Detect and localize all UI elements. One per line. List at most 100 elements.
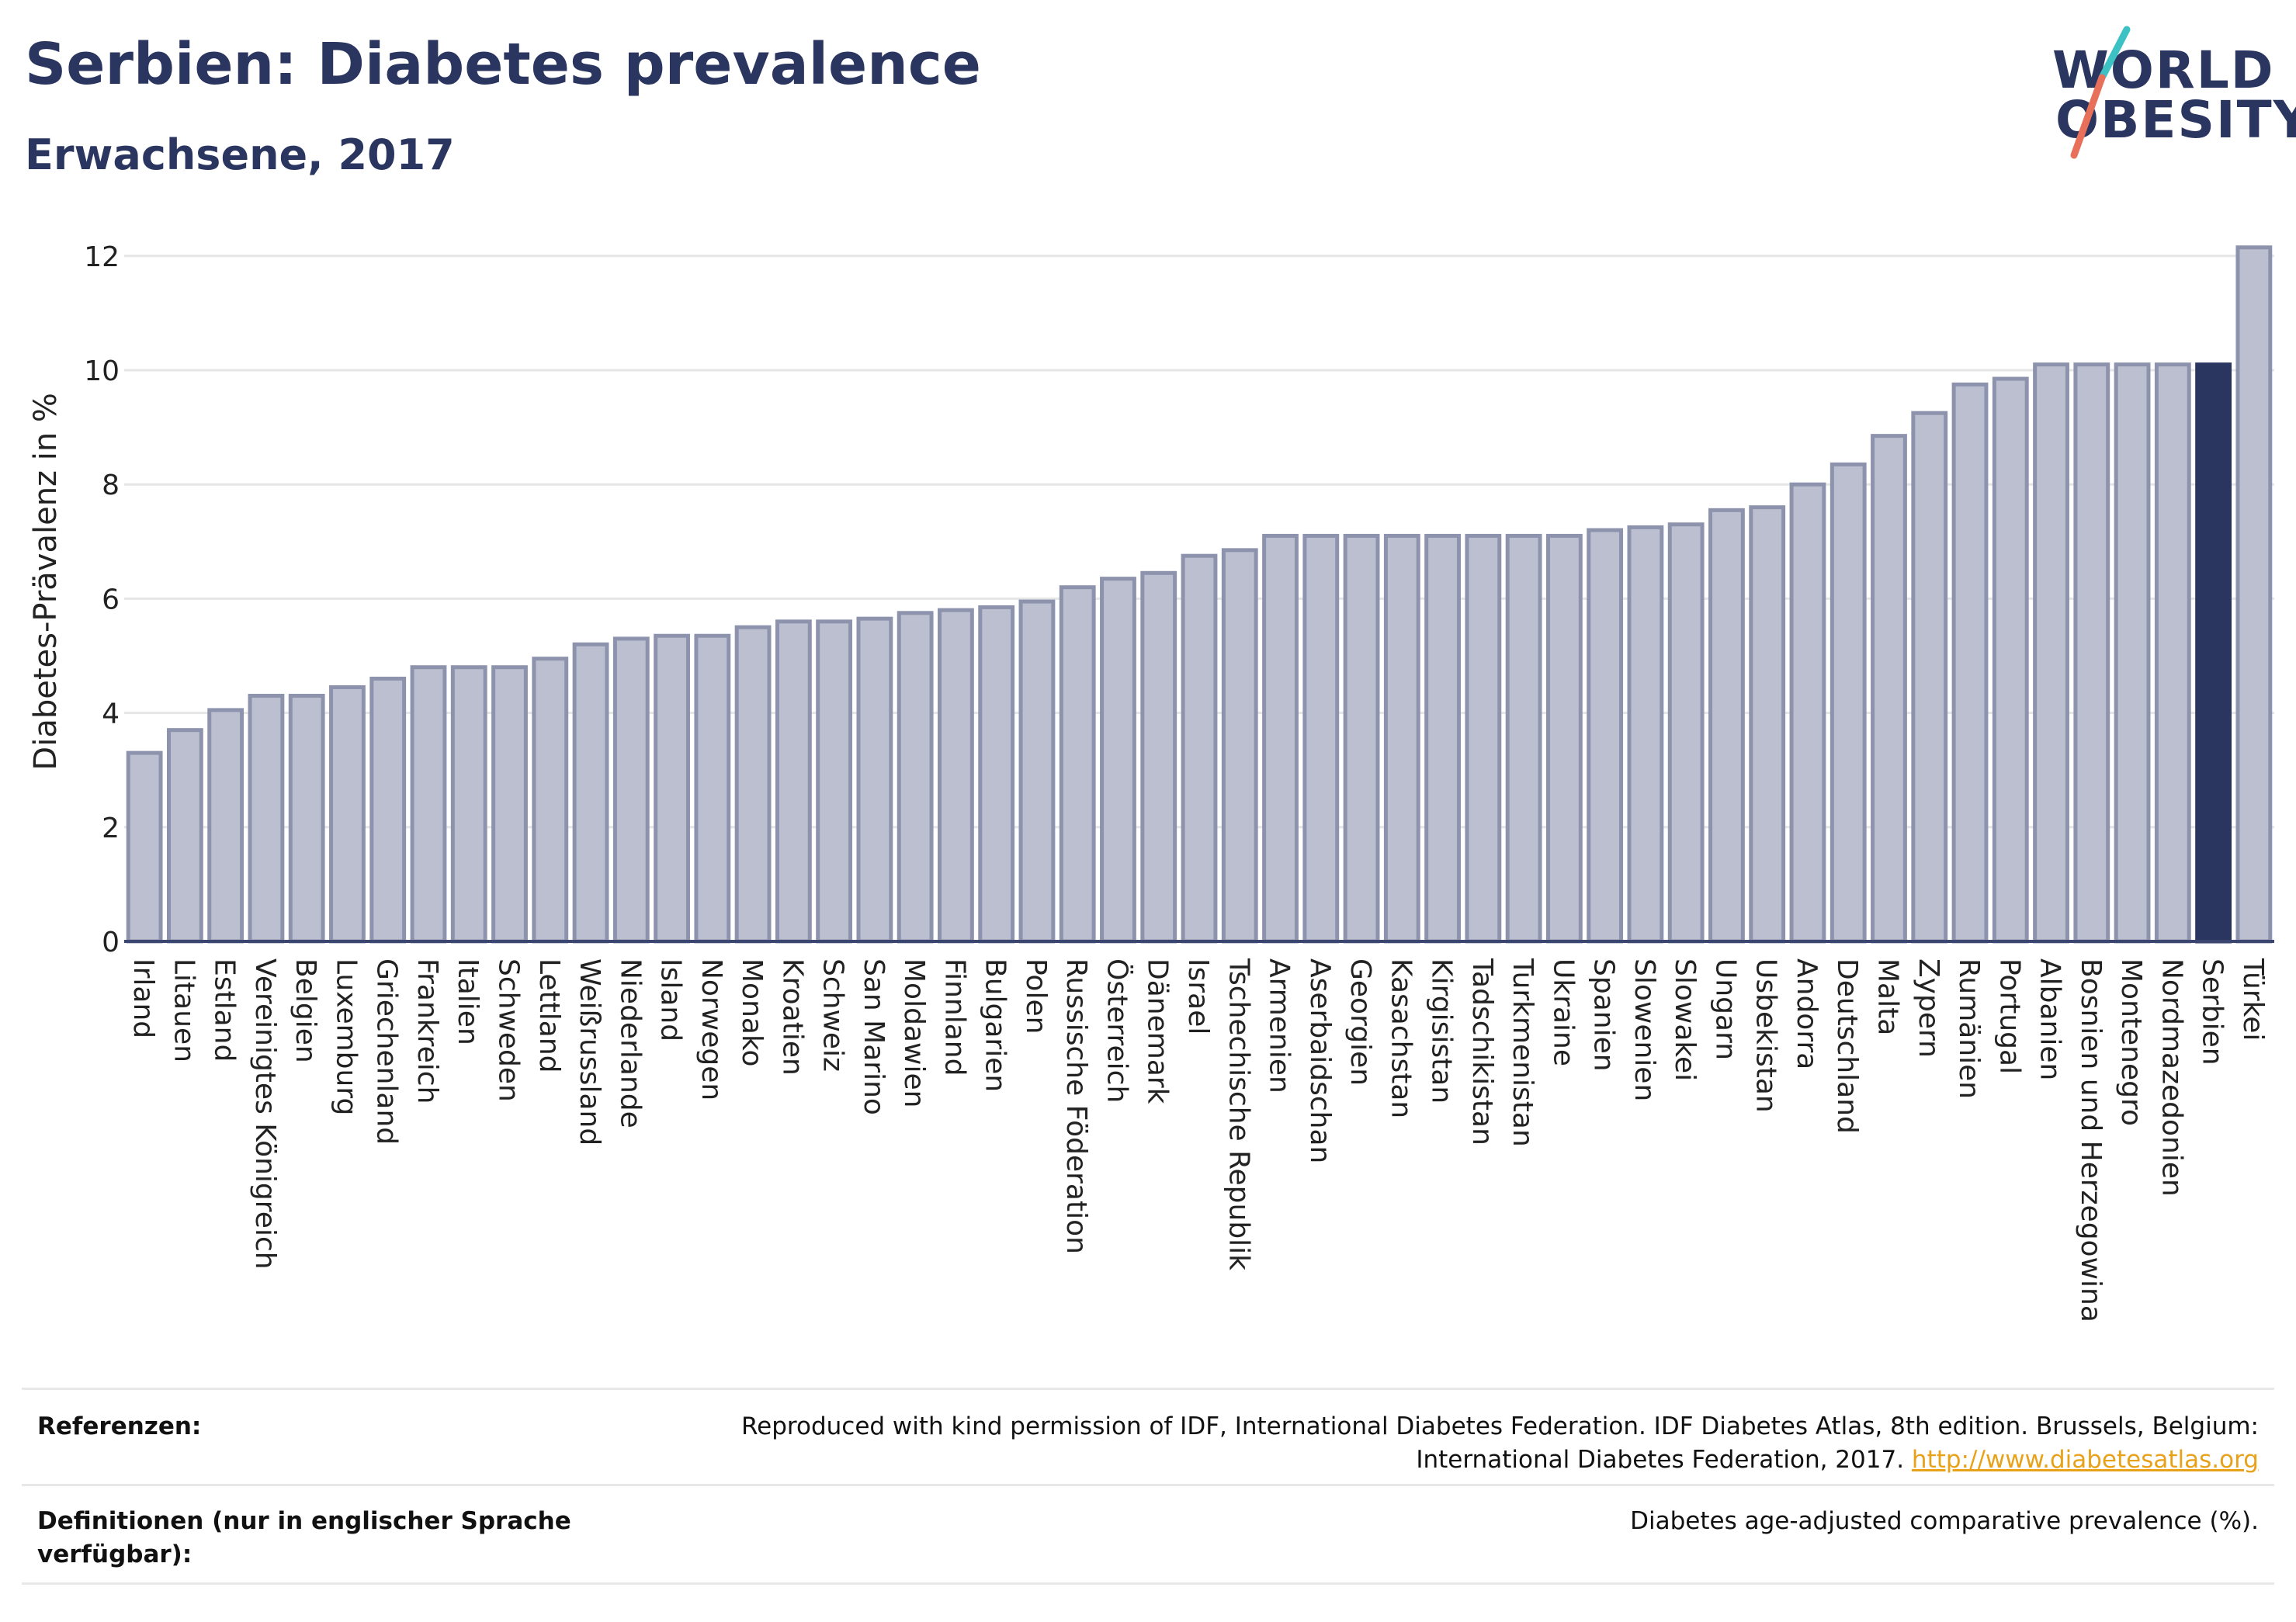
x-tick-label: Niederlande — [614, 958, 646, 1128]
x-tick-label: Serbien — [2197, 958, 2228, 1066]
bar[interactable] — [450, 665, 487, 944]
references-text-line-2: International Diabetes Federation, 2017. — [1416, 1445, 1905, 1474]
bar[interactable] — [1830, 462, 1867, 944]
bar[interactable] — [978, 605, 1015, 944]
references-value: Reproduced with kind permission of IDF, … — [706, 1410, 2259, 1477]
bar[interactable] — [1749, 505, 1786, 944]
bar[interactable] — [1465, 533, 1502, 944]
x-tick-label: Estland — [209, 958, 241, 1062]
x-tick-label: Kroatien — [776, 958, 808, 1076]
x-tick-label: Zypern — [1913, 958, 1944, 1058]
bar[interactable] — [938, 608, 974, 944]
x-tick-label: Italien — [452, 958, 484, 1045]
bar[interactable] — [2033, 362, 2069, 944]
bar[interactable] — [1221, 548, 1258, 944]
x-tick-label: Andorra — [1791, 958, 1823, 1069]
x-tick-label: Armenien — [1264, 958, 1295, 1093]
bar[interactable] — [166, 728, 203, 944]
chart-title: Serbien: Diabetes prevalence — [25, 31, 981, 98]
bar[interactable] — [248, 694, 285, 944]
bar[interactable] — [2235, 245, 2273, 944]
bar[interactable] — [532, 657, 569, 944]
x-tick-label: Schweiz — [817, 958, 849, 1072]
x-tick-label: Slowenien — [1628, 958, 1660, 1101]
bar[interactable] — [1059, 585, 1096, 944]
bar[interactable] — [1383, 533, 1420, 944]
bar[interactable] — [734, 625, 772, 944]
y-axis-ticks: 0 2 4 6 8 10 12 — [84, 241, 120, 958]
bar[interactable] — [1951, 382, 1989, 944]
bar[interactable] — [1505, 533, 1542, 944]
bar[interactable] — [1424, 533, 1461, 944]
bar[interactable] — [816, 619, 853, 944]
bar[interactable] — [1140, 570, 1177, 944]
bar[interactable] — [654, 633, 690, 944]
bar[interactable] — [491, 665, 528, 944]
bar[interactable] — [369, 676, 407, 944]
bar[interactable] — [126, 750, 163, 944]
x-tick-label: Schweden — [493, 958, 525, 1102]
logo-line-1: WORLD — [2052, 40, 2275, 100]
bar[interactable] — [1302, 533, 1340, 944]
x-tick-label: Kirgisistan — [1426, 958, 1458, 1104]
x-tick-label: Tadschikistan — [1466, 958, 1498, 1145]
bar-highlighted[interactable] — [2195, 362, 2232, 944]
x-tick-label: Frankreich — [411, 958, 443, 1104]
diabetes-atlas-link[interactable]: http://www.diabetesatlas.org — [1911, 1445, 2259, 1474]
bar[interactable] — [207, 708, 245, 944]
bar[interactable] — [775, 619, 812, 944]
references-text-line-1: Reproduced with kind permission of IDF, … — [741, 1412, 2259, 1440]
bar[interactable] — [1667, 522, 1705, 944]
y-axis-label: Diabetes-Prävalenz in % — [28, 393, 64, 771]
bar[interactable] — [1708, 508, 1745, 944]
x-tick-label: Dänemark — [1142, 958, 1174, 1104]
bar[interactable] — [1627, 525, 1664, 944]
y-tick-label: 6 — [102, 584, 120, 615]
bar[interactable] — [1789, 482, 1826, 944]
x-axis-ticks: Irland Litauen Estland Vereinigtes Königrei… — [127, 958, 2269, 1322]
bar[interactable] — [856, 616, 893, 944]
bar[interactable] — [1992, 376, 2029, 944]
bar[interactable] — [1545, 533, 1583, 944]
y-tick-label: 4 — [102, 698, 120, 730]
x-tick-label: Monako — [736, 958, 768, 1067]
bar[interactable] — [1181, 553, 1218, 944]
x-tick-label: Vereinigtes Königreich — [249, 958, 281, 1270]
bar[interactable] — [1262, 533, 1299, 944]
x-tick-label: Albanien — [2034, 958, 2066, 1080]
x-tick-label: Norwegen — [695, 958, 727, 1100]
bar[interactable] — [1100, 577, 1136, 944]
bar[interactable] — [410, 665, 447, 944]
bar[interactable] — [1911, 411, 1948, 944]
definitions-row: Definitionen (nur in englischer Sprache … — [22, 1484, 2274, 1585]
bar[interactable] — [572, 642, 609, 944]
bar[interactable] — [1343, 533, 1380, 944]
x-tick-label: Aserbaidschan — [1304, 958, 1336, 1163]
x-tick-label: Kasachstan — [1385, 958, 1417, 1118]
bar[interactable] — [329, 684, 366, 944]
x-tick-label: Island — [655, 958, 687, 1041]
bar[interactable] — [1871, 434, 1907, 944]
y-tick-label: 8 — [102, 470, 120, 501]
bar[interactable] — [694, 633, 731, 944]
x-tick-label: Finnland — [938, 958, 970, 1076]
x-tick-label: Polen — [1020, 958, 1052, 1034]
bar[interactable] — [2114, 362, 2151, 944]
x-tick-label: Ungarn — [1709, 958, 1741, 1060]
y-tick-label: 12 — [84, 241, 120, 273]
bar[interactable] — [1018, 599, 1056, 944]
bar[interactable] — [2073, 362, 2110, 944]
x-tick-label: Portugal — [1993, 958, 2025, 1074]
bar[interactable] — [897, 611, 934, 944]
bar[interactable] — [1587, 528, 1624, 944]
x-tick-label: Montenegro — [2115, 958, 2147, 1126]
bar[interactable] — [288, 694, 325, 944]
x-tick-label: Litauen — [168, 958, 199, 1062]
x-tick-label: Tschechische Republik — [1223, 958, 1254, 1270]
x-tick-label: San Marino — [858, 958, 890, 1115]
bar[interactable] — [612, 636, 650, 944]
bar[interactable] — [2154, 362, 2191, 944]
x-tick-label: Malta — [1871, 958, 1903, 1035]
world-obesity-logo[interactable]: WORLD OBESITY — [2024, 23, 2296, 163]
x-tick-label: Weißrussland — [574, 958, 605, 1145]
